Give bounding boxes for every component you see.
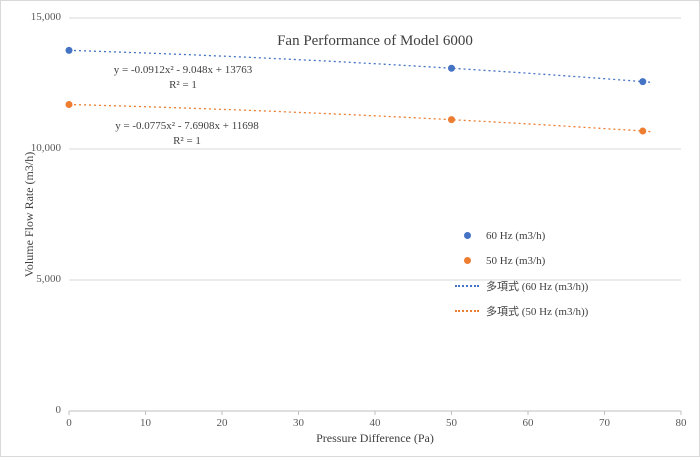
y-tick-label: 10,000 — [30, 142, 61, 154]
trendline-0 — [68, 49, 651, 83]
legend-marker-shape — [463, 257, 471, 264]
x-tick-label: 80 — [675, 417, 687, 429]
data-point-series-1 — [448, 116, 455, 124]
x-tick-label: 20 — [216, 417, 228, 429]
legend-marker-shape — [455, 284, 479, 287]
y-axis-title: Volume Flow Rate (m3/h) — [22, 151, 36, 278]
x-axis-title: Pressure Difference (Pa) — [316, 431, 434, 445]
equation-text-60hz: y = -0.0912x² - 9.048x + 13763 — [113, 64, 253, 76]
trendline-equation-60hz: y = -0.0912x² - 9.048x + 13763 R² = 1 — [63, 63, 303, 93]
legend-dot-marker-icon — [455, 232, 479, 239]
legend-label: 多項式 (60 Hz (m3/h)) — [486, 280, 589, 293]
legend-label: 60 Hz (m3/h) — [486, 229, 546, 242]
x-tick-label: 50 — [446, 417, 457, 429]
x-tick-label: 10 — [140, 417, 151, 429]
legend-item: 多項式 (60 Hz (m3/h)) — [455, 273, 588, 298]
legend-item: 50 Hz (m3/h) — [455, 248, 588, 273]
legend-item: 多項式 (50 Hz (m3/h)) — [455, 298, 588, 323]
legend-label: 多項式 (50 Hz (m3/h)) — [486, 305, 589, 318]
data-point-series-0 — [448, 64, 455, 72]
y-tick-label: 5,000 — [36, 273, 61, 285]
legend-marker-shape — [455, 309, 479, 312]
x-tick-label: 40 — [369, 417, 381, 429]
x-tick-label: 70 — [599, 417, 610, 429]
legend-item: 60 Hz (m3/h) — [455, 223, 588, 248]
legend-dotted-line-icon — [455, 284, 479, 287]
r-squared-50hz: R² = 1 — [173, 135, 201, 147]
legend-marker-shape — [463, 232, 471, 239]
x-tick-label: 0 — [66, 417, 72, 429]
chart-title: Fan Performance of Model 6000 — [277, 33, 473, 49]
data-point-series-0 — [639, 78, 647, 86]
x-tick-label: 60 — [522, 417, 534, 429]
y-tick-label: 15,000 — [30, 11, 61, 23]
r-squared-60hz: R² = 1 — [169, 79, 197, 91]
legend-label: 50 Hz (m3/h) — [486, 254, 546, 267]
trendline-equation-50hz: y = -0.0775x² - 7.6908x + 11698 R² = 1 — [67, 119, 307, 149]
data-point-series-1 — [639, 127, 647, 135]
x-tick-label: 30 — [293, 417, 304, 429]
legend-dot-marker-icon — [455, 257, 479, 264]
trendline-1 — [68, 103, 651, 133]
data-point-series-1 — [65, 101, 73, 109]
equation-text-50hz: y = -0.0775x² - 7.6908x + 11698 — [115, 120, 259, 132]
chart-legend: 60 Hz (m3/h) 50 Hz (m3/h) 多項式 (60 Hz (m3/h… — [455, 223, 588, 323]
y-tick-label: 0 — [55, 404, 62, 416]
data-point-series-0 — [65, 46, 73, 54]
legend-dotted-line-icon — [455, 309, 479, 312]
